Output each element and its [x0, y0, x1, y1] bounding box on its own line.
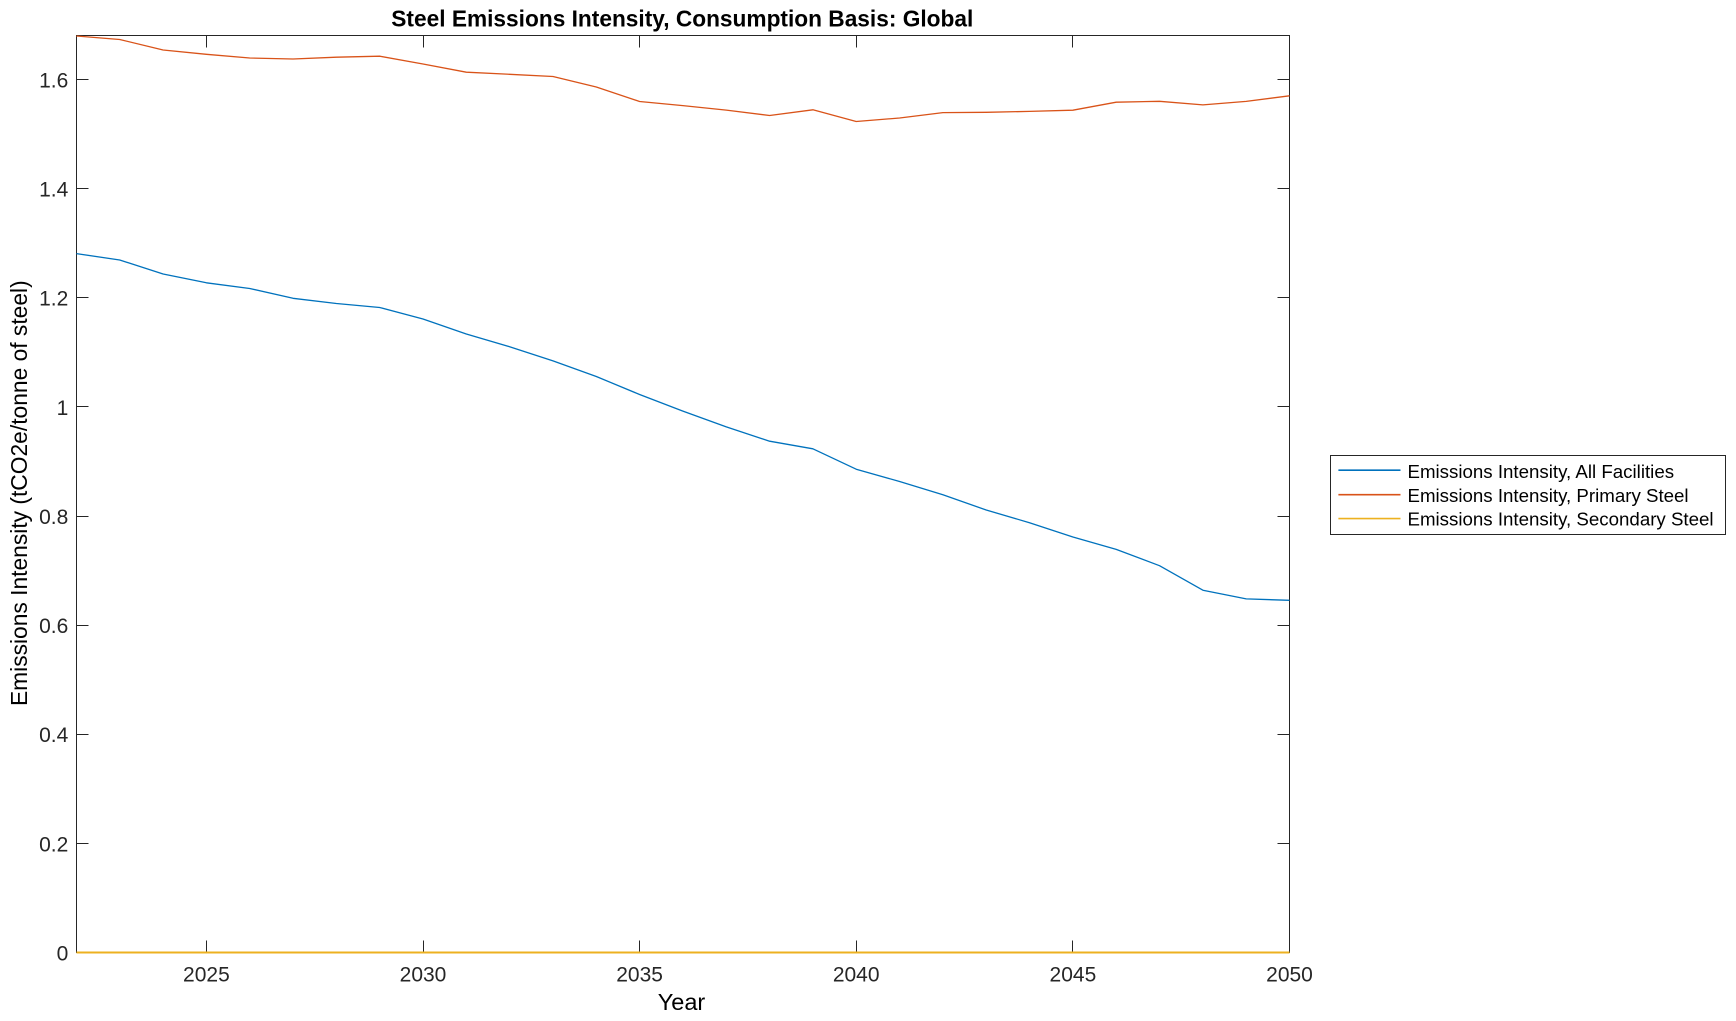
svg-text:0.6: 0.6 — [39, 615, 68, 638]
svg-text:0: 0 — [57, 943, 69, 966]
svg-text:0.2: 0.2 — [39, 833, 68, 856]
svg-text:2025: 2025 — [183, 964, 230, 987]
svg-text:2035: 2035 — [616, 964, 663, 987]
svg-text:2050: 2050 — [1266, 964, 1313, 987]
svg-text:Emissions Intensity, All Facil: Emissions Intensity, All Facilities — [1408, 461, 1675, 482]
svg-text:Emissions Intensity, Primary S: Emissions Intensity, Primary Steel — [1408, 485, 1689, 506]
svg-text:1: 1 — [57, 397, 69, 420]
svg-text:Emissions Intensity (tCO2e/ton: Emissions Intensity (tCO2e/tonne of stee… — [6, 280, 32, 706]
svg-text:2045: 2045 — [1050, 964, 1097, 987]
svg-text:0.4: 0.4 — [39, 724, 69, 747]
svg-text:1.2: 1.2 — [39, 288, 68, 311]
svg-text:1.4: 1.4 — [39, 179, 69, 202]
svg-text:Steel Emissions Intensity, Con: Steel Emissions Intensity, Consumption B… — [391, 5, 973, 31]
svg-text:Emissions Intensity, Secondary: Emissions Intensity, Secondary Steel — [1408, 509, 1714, 530]
svg-text:1.6: 1.6 — [39, 69, 68, 92]
svg-text:0.8: 0.8 — [39, 506, 68, 529]
svg-text:2040: 2040 — [833, 964, 880, 987]
svg-text:2030: 2030 — [400, 964, 447, 987]
svg-text:Year: Year — [658, 989, 706, 1015]
